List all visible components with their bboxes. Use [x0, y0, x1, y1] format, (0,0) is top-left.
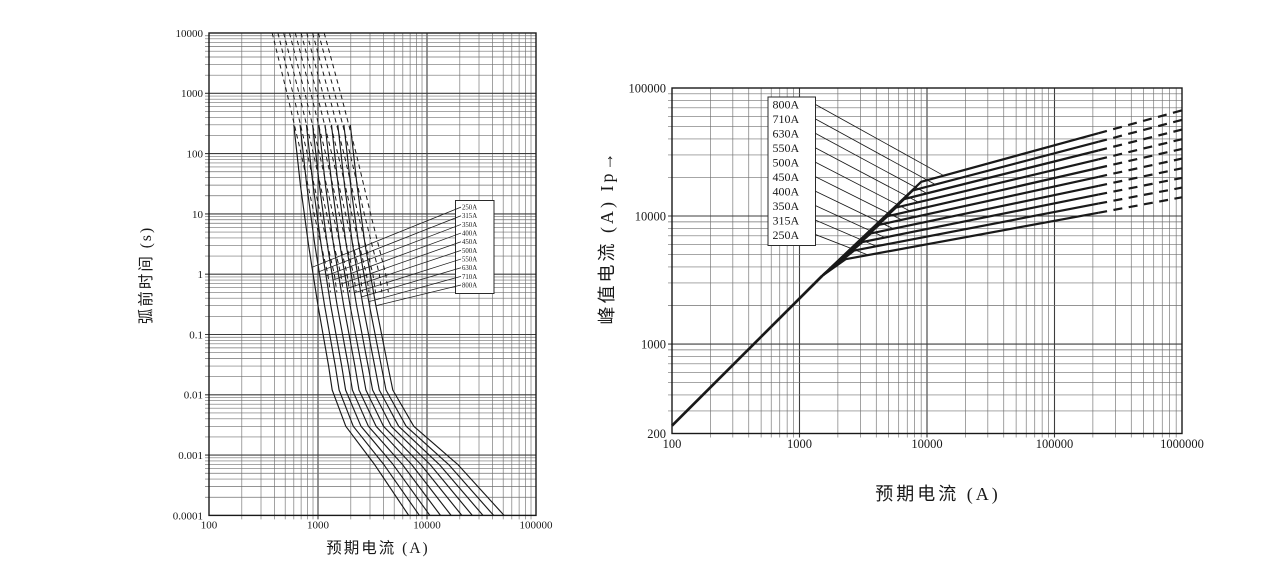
legend-leader-line: [354, 258, 462, 294]
right-x-axis-title: 预期电流 (A): [875, 484, 1001, 505]
legend-box: [767, 96, 816, 246]
legend-label: 250A: [773, 228, 800, 242]
legend-label: 350A: [462, 222, 477, 229]
legend-label: 315A: [462, 213, 477, 220]
curve-350A: [305, 124, 431, 516]
legend-leader-line: [815, 118, 936, 185]
legend-label: 800A: [462, 282, 477, 289]
curve-630A-max: [312, 32, 376, 293]
legend-label: 500A: [773, 156, 800, 170]
legend-leader-line: [325, 224, 462, 277]
curve-250A-max: [271, 32, 331, 293]
legend-leader-line: [311, 206, 462, 268]
y-tick-label: 1000: [181, 88, 204, 100]
x-tick-label: 1000000: [1160, 437, 1204, 451]
legend-leader-line: [361, 267, 462, 298]
curve-550A-max: [306, 32, 370, 293]
curve-500A: [324, 124, 463, 516]
plot-frame: [208, 32, 537, 517]
legend-leader-line: [368, 276, 462, 303]
x-tick-label: 100: [663, 437, 682, 451]
legend-label: 350A: [773, 199, 800, 213]
legend-label: 450A: [462, 239, 477, 246]
y-tick-label: 0.1: [189, 329, 203, 341]
x-tick-label: 1000: [307, 519, 330, 531]
curve-800A: [349, 124, 505, 516]
curve-450A: [318, 124, 452, 516]
right-y-axis-title: 峰值电流 (A) Ip→: [597, 150, 618, 325]
legend-label: 500A: [462, 248, 477, 255]
legend-label: 710A: [773, 112, 800, 126]
y-tick-label: 0.0001: [173, 510, 203, 522]
curve-250A: [293, 124, 410, 516]
x-tick-label: 100000: [1036, 437, 1074, 451]
legend-label: 710A: [462, 274, 477, 281]
legend-label: 250A: [462, 204, 477, 211]
legend-leader-line: [318, 215, 462, 273]
x-tick-label: 10000: [911, 437, 942, 451]
y-tick-label: 1000: [641, 337, 666, 351]
x-tick-label: 1000: [787, 437, 812, 451]
y-tick-label: 10000: [176, 28, 204, 40]
y-tick-label: 0.001: [178, 450, 203, 462]
left-y-axis-title: 弧前时间 (s): [137, 226, 155, 324]
legend-label: 630A: [773, 127, 800, 141]
legend-leader-line: [332, 232, 462, 281]
y-tick-label: 1: [198, 269, 204, 281]
legend-label: 630A: [462, 265, 477, 272]
x-tick-label: 10000: [413, 519, 441, 531]
legend-leader-line: [815, 133, 928, 194]
y-tick-label: 0.01: [184, 390, 203, 402]
legend-leader-line: [815, 161, 911, 212]
legend-leader-line: [339, 241, 462, 285]
y-tick-label: 10: [192, 209, 204, 221]
legend-leader-line: [347, 250, 462, 289]
curve-550A: [330, 124, 473, 516]
legend-leader-line: [815, 219, 877, 247]
curve-315A: [299, 124, 420, 516]
curve-prospective-diagonal: [671, 275, 823, 427]
curve-400A: [312, 124, 441, 516]
legend-label: 400A: [462, 230, 477, 237]
curve-710A: [343, 124, 495, 516]
y-tick-label: 10000: [635, 209, 666, 223]
legend-leader-line: [815, 190, 894, 230]
curve-400A-max: [289, 32, 351, 293]
legend-leader-line: [815, 147, 919, 203]
legend-label: 800A: [773, 98, 800, 112]
legend-label: 550A: [462, 256, 477, 263]
curve-800A: [821, 132, 1099, 277]
legend-label: 550A: [773, 141, 800, 155]
legend-leader-line: [815, 176, 902, 221]
peak-current-chart: 800A710A630A550A500A450A400A350A315A250A…: [629, 81, 1204, 451]
plot-frame: [671, 87, 1183, 435]
x-tick-label: 100: [201, 519, 218, 531]
legend-leader-line: [815, 205, 886, 238]
y-tick-label: 100: [187, 148, 204, 160]
legend-label: 450A: [773, 170, 800, 184]
legend-label: 315A: [773, 213, 800, 227]
legend-leader-line: [815, 104, 944, 176]
curve-630A: [337, 124, 484, 516]
legend-leader-line: [375, 284, 462, 307]
y-tick-label: 100000: [629, 81, 667, 95]
left-x-axis-title: 预期电流 (A): [326, 539, 429, 557]
y-tick-label: 200: [647, 427, 666, 441]
curve-450A-max: [294, 32, 357, 293]
legend-leader-line: [815, 234, 869, 256]
legend-box: [455, 200, 495, 294]
x-tick-label: 100000: [520, 519, 554, 531]
legend-label: 400A: [773, 184, 800, 198]
curve-315A-max: [277, 32, 338, 293]
curve-800A-max: [323, 32, 389, 293]
